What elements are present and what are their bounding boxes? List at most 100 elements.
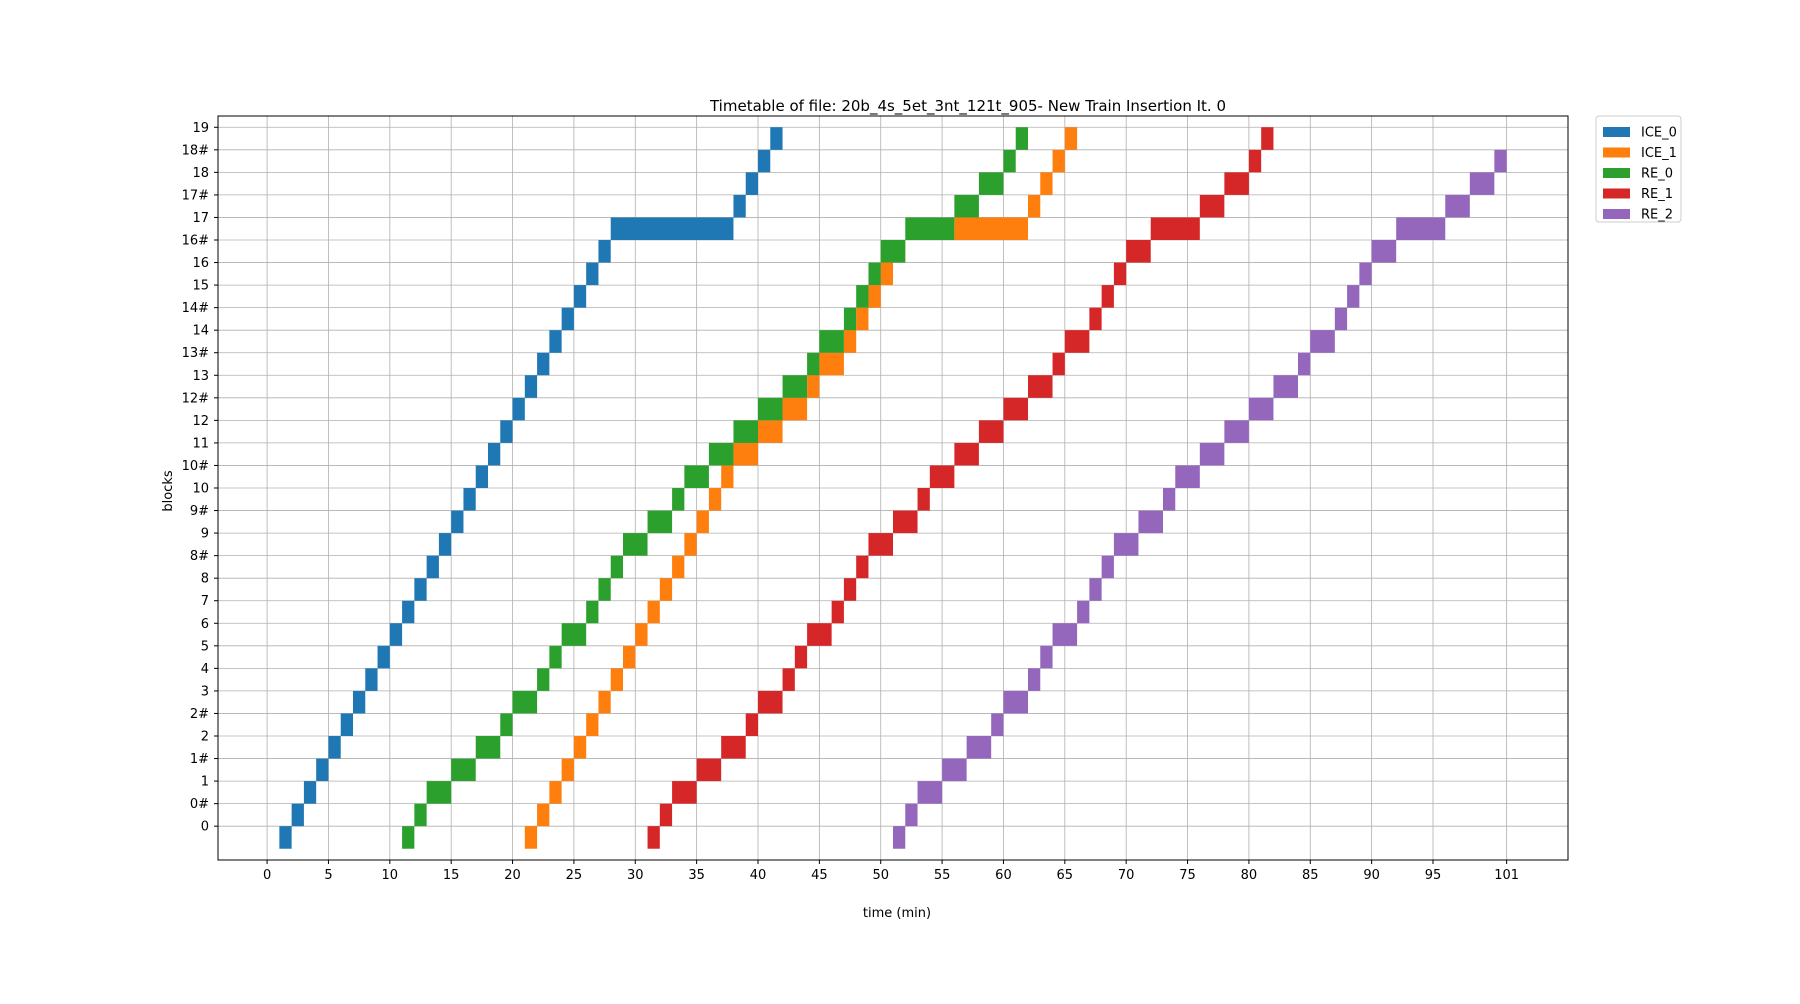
train-block-ice-1 bbox=[561, 758, 574, 782]
train-block-ice-0 bbox=[770, 127, 783, 150]
train-block-re-2 bbox=[1248, 397, 1274, 421]
legend-swatch bbox=[1603, 188, 1630, 199]
train-block-re-1 bbox=[782, 668, 795, 691]
y-tick-label: 13 bbox=[192, 369, 209, 384]
train-block-re-2 bbox=[1089, 578, 1102, 601]
y-tick-label: 16 bbox=[192, 256, 209, 271]
train-block-re-2 bbox=[1298, 352, 1311, 376]
train-block-re-2 bbox=[917, 781, 943, 804]
train-block-re-1 bbox=[672, 781, 697, 804]
train-block-ice-1 bbox=[758, 420, 783, 443]
train-block-ice-0 bbox=[340, 713, 353, 736]
train-block-re-1 bbox=[1028, 375, 1053, 398]
x-tick-label: 30 bbox=[627, 868, 644, 883]
x-tick-label: 45 bbox=[811, 868, 828, 883]
legend-label: RE_0 bbox=[1641, 167, 1673, 182]
train-block-re-1 bbox=[1126, 240, 1151, 263]
train-block-re-1 bbox=[721, 736, 746, 759]
x-axis-ticks: 0 5 10 15 20 25 30 35 40 45 50 55 60 65 70 75 80 85 90 95 10… bbox=[263, 860, 1519, 883]
x-tick-label: 90 bbox=[1363, 868, 1380, 883]
y-tick-label: 2 bbox=[201, 730, 209, 745]
train-block-re-0 bbox=[733, 420, 758, 443]
train-block-re-1 bbox=[868, 533, 893, 556]
train-block-ice-0 bbox=[512, 397, 525, 421]
train-block-re-2 bbox=[905, 803, 918, 827]
legend: ICE_0 ICE_1 RE_0 RE_1 RE_2 bbox=[1595, 115, 1682, 223]
train-block-re-2 bbox=[966, 736, 992, 759]
train-block-re-0 bbox=[758, 397, 783, 421]
train-block-re-0 bbox=[537, 668, 550, 691]
y-tick-label: 0 bbox=[201, 820, 209, 835]
train-block-ice-0 bbox=[549, 330, 562, 353]
legend-label: RE_2 bbox=[1641, 208, 1673, 223]
legend-label: ICE_1 bbox=[1641, 146, 1677, 161]
y-tick-label: 3 bbox=[201, 684, 209, 699]
legend-item-re-2: RE_2 bbox=[1603, 208, 1673, 223]
train-block-ice-0 bbox=[733, 194, 746, 218]
train-block-re-1 bbox=[917, 488, 930, 511]
train-block-re-0 bbox=[1003, 149, 1016, 173]
train-block-re-2 bbox=[1113, 533, 1139, 556]
x-tick-label: 5 bbox=[324, 868, 332, 883]
train-block-ice-1 bbox=[672, 555, 685, 579]
x-tick-label: 55 bbox=[934, 868, 951, 883]
train-block-re-1 bbox=[893, 510, 918, 534]
train-block-re-2 bbox=[991, 713, 1004, 736]
train-block-re-0 bbox=[843, 307, 857, 331]
y-tick-label: 18 bbox=[192, 166, 209, 181]
train-block-re-2 bbox=[1310, 330, 1335, 353]
train-block-re-2 bbox=[1052, 623, 1078, 646]
y-axis-ticks: 0 0# 1 1# 2 2# 3 4 5 6 7 8 8# 9 9# 10 10# 11 12 12# 13 13# 14 1… bbox=[182, 121, 218, 835]
train-block-ice-1 bbox=[733, 442, 758, 466]
train-block-ice-0 bbox=[610, 217, 734, 240]
train-block-re-2 bbox=[1445, 194, 1470, 218]
series-re-2 bbox=[893, 149, 1507, 849]
timetable-bars bbox=[279, 127, 1507, 849]
train-block-re-1 bbox=[659, 803, 673, 827]
train-block-ice-1 bbox=[856, 307, 869, 331]
x-tick-label: 50 bbox=[872, 868, 889, 883]
x-tick-label: 15 bbox=[443, 868, 460, 883]
y-tick-label: 8 bbox=[201, 572, 209, 587]
train-block-ice-1 bbox=[610, 668, 623, 691]
train-block-re-1 bbox=[1248, 149, 1262, 173]
y-tick-label: 15 bbox=[192, 279, 209, 294]
train-block-re-2 bbox=[1469, 172, 1495, 195]
legend-item-re-0: RE_0 bbox=[1603, 167, 1673, 182]
train-block-ice-0 bbox=[573, 285, 587, 308]
train-block-ice-1 bbox=[843, 330, 857, 353]
y-tick-label: 17 bbox=[192, 211, 209, 226]
train-block-ice-0 bbox=[426, 555, 439, 579]
legend-item-re-1: RE_1 bbox=[1603, 187, 1673, 202]
y-tick-label: 9# bbox=[190, 504, 209, 519]
train-block-ice-1 bbox=[1064, 127, 1078, 150]
train-block-re-0 bbox=[647, 510, 673, 534]
chart-title: Timetable of file: 20b_4s_5et_3nt_121t_9… bbox=[709, 97, 1226, 116]
x-tick-label: 20 bbox=[504, 868, 521, 883]
train-block-ice-0 bbox=[389, 623, 403, 646]
y-tick-label: 19 bbox=[192, 121, 209, 136]
train-block-re-2 bbox=[1163, 488, 1176, 511]
series-re-0 bbox=[402, 127, 1028, 849]
train-block-re-2 bbox=[1347, 285, 1360, 308]
train-block-re-1 bbox=[1113, 262, 1127, 286]
x-tick-label: 10 bbox=[382, 868, 399, 883]
train-block-ice-0 bbox=[537, 352, 550, 376]
train-block-re-1 bbox=[1261, 127, 1274, 150]
train-block-re-1 bbox=[647, 826, 660, 849]
train-block-re-2 bbox=[1077, 600, 1090, 624]
y-tick-label: 14 bbox=[192, 324, 209, 339]
train-block-re-0 bbox=[451, 758, 476, 782]
train-block-ice-1 bbox=[1052, 149, 1065, 173]
x-tick-label: 95 bbox=[1425, 868, 1442, 883]
x-tick-label: 85 bbox=[1302, 868, 1319, 883]
y-tick-label: 13# bbox=[182, 346, 209, 361]
train-block-re-1 bbox=[1150, 217, 1200, 240]
series-ice-0 bbox=[279, 127, 783, 849]
train-block-ice-1 bbox=[623, 645, 636, 669]
train-block-ice-0 bbox=[353, 690, 366, 714]
x-tick-label: 65 bbox=[1057, 868, 1074, 883]
train-block-re-2 bbox=[1224, 420, 1249, 443]
legend-swatch bbox=[1603, 127, 1630, 137]
